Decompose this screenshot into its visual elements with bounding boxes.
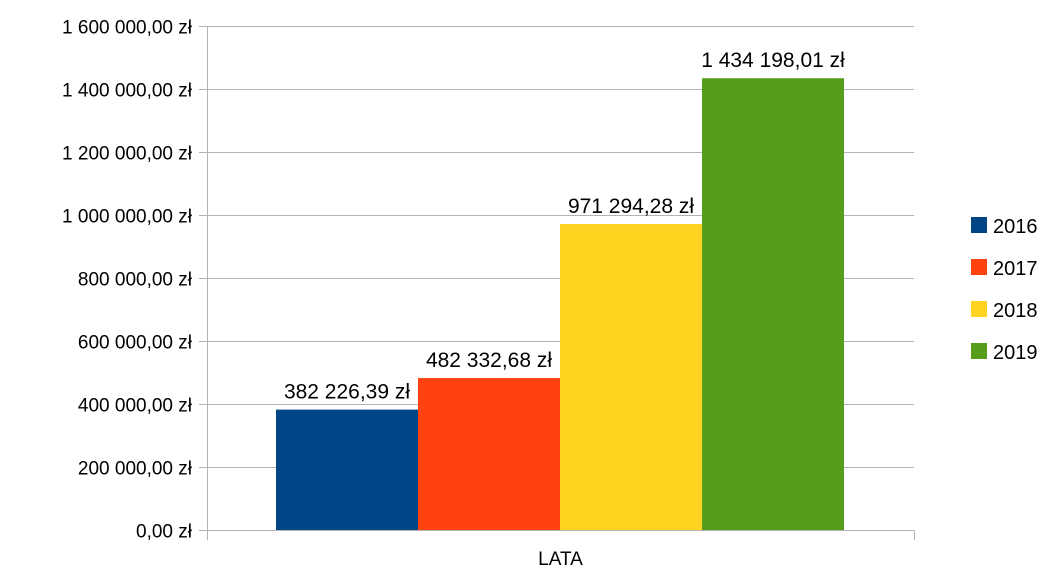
data-labels: 382 226,39 zł 482 332,68 zł 971 294,28 zł 1… [284, 49, 845, 403]
y-tick-label: 1 600 000,00 zł [62, 18, 193, 39]
y-tick-label: 800 000,00 zł [78, 270, 193, 291]
data-label-2018: 971 294,28 zł [568, 195, 694, 218]
bars [276, 78, 844, 530]
legend-swatch-2019 [971, 343, 987, 359]
legend-label-2017: 2017 [993, 258, 1038, 280]
y-tick-label: 1 200 000,00 zł [62, 144, 193, 165]
y-tick-label: 600 000,00 zł [78, 333, 193, 354]
y-tick-label: 1 000 000,00 zł [62, 207, 193, 228]
legend-label-2018: 2018 [993, 300, 1038, 322]
data-label-2017: 482 332,68 zł [426, 349, 552, 372]
bar-2019 [702, 78, 844, 530]
y-axis-tick-labels: 0,00 zł 200 000,00 zł 400 000,00 zł 600 000… [62, 18, 193, 543]
y-tick-label: 400 000,00 zł [78, 396, 193, 417]
legend-swatch-2017 [971, 259, 987, 275]
bar-2017 [418, 378, 560, 530]
x-axis-category-labels: LATA [538, 549, 583, 570]
x-category-label: LATA [538, 549, 583, 570]
data-label-2019: 1 434 198,01 zł [701, 49, 845, 72]
y-tick-label: 1 400 000,00 zł [62, 81, 193, 102]
bar-2016 [276, 409, 418, 530]
legend-swatch-2016 [971, 217, 987, 233]
y-tick-label: 200 000,00 zł [78, 459, 193, 480]
legend: 2016 2017 2018 2019 [971, 216, 1038, 364]
bar-2018 [560, 224, 702, 530]
legend-swatch-2018 [971, 301, 987, 317]
data-label-2016: 382 226,39 zł [284, 381, 410, 404]
y-tick-label: 0,00 zł [136, 522, 193, 543]
legend-label-2019: 2019 [993, 342, 1038, 364]
legend-label-2016: 2016 [993, 216, 1038, 238]
